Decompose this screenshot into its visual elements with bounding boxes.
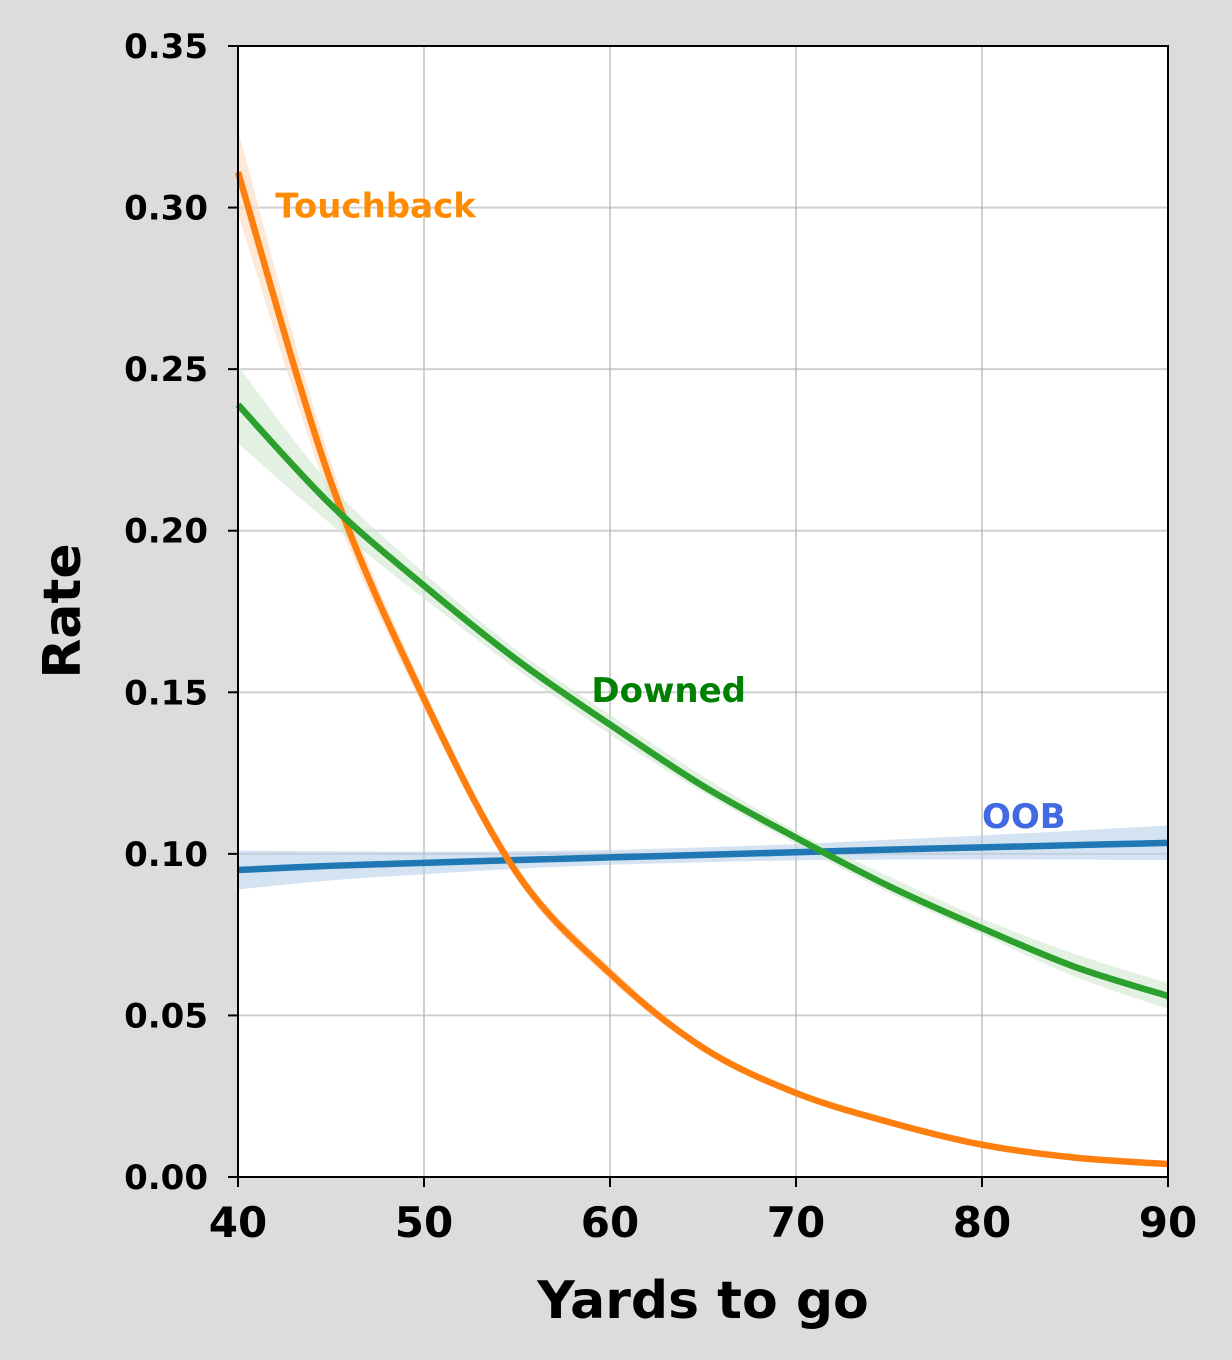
y-tick-label-5: 0.25 bbox=[124, 350, 208, 390]
y-tick-label-1: 0.05 bbox=[124, 996, 208, 1036]
downed-label: Downed bbox=[591, 671, 746, 711]
y-tick-label-0: 0.00 bbox=[124, 1158, 208, 1198]
oob-label: OOB bbox=[982, 797, 1066, 837]
y-tick-label-7: 0.35 bbox=[124, 27, 208, 67]
x-tick-label-90: 90 bbox=[1139, 1198, 1197, 1247]
x-tick-label-40: 40 bbox=[209, 1198, 267, 1247]
plot-frame bbox=[237, 45, 1169, 1178]
x-tick-label-70: 70 bbox=[767, 1198, 825, 1247]
plot-area bbox=[238, 46, 1168, 1177]
y-tick-label-4: 0.20 bbox=[124, 512, 208, 552]
series-labels: OOB Touchback Downed bbox=[275, 186, 1066, 837]
y-tick-label-6: 0.30 bbox=[124, 189, 208, 229]
y-axis-title: Rate bbox=[33, 543, 93, 678]
downed-line bbox=[235, 402, 1169, 1000]
axis-ticks: 40 50 60 70 80 90 0.00 0.05 0.10 0.15 0.20 0.25 0.30… bbox=[124, 27, 1197, 1247]
series-lines bbox=[234, 171, 1169, 1168]
y-tick-label-2: 0.10 bbox=[124, 835, 208, 875]
x-tick-label-50: 50 bbox=[395, 1198, 453, 1247]
y-tick-label-3: 0.15 bbox=[124, 673, 208, 713]
x-axis-title: Yards to go bbox=[536, 1271, 869, 1331]
touchback-label: Touchback bbox=[275, 186, 477, 226]
oob-line bbox=[237, 839, 1169, 874]
x-tick-label-60: 60 bbox=[581, 1198, 639, 1247]
x-tick-label-80: 80 bbox=[953, 1198, 1011, 1247]
